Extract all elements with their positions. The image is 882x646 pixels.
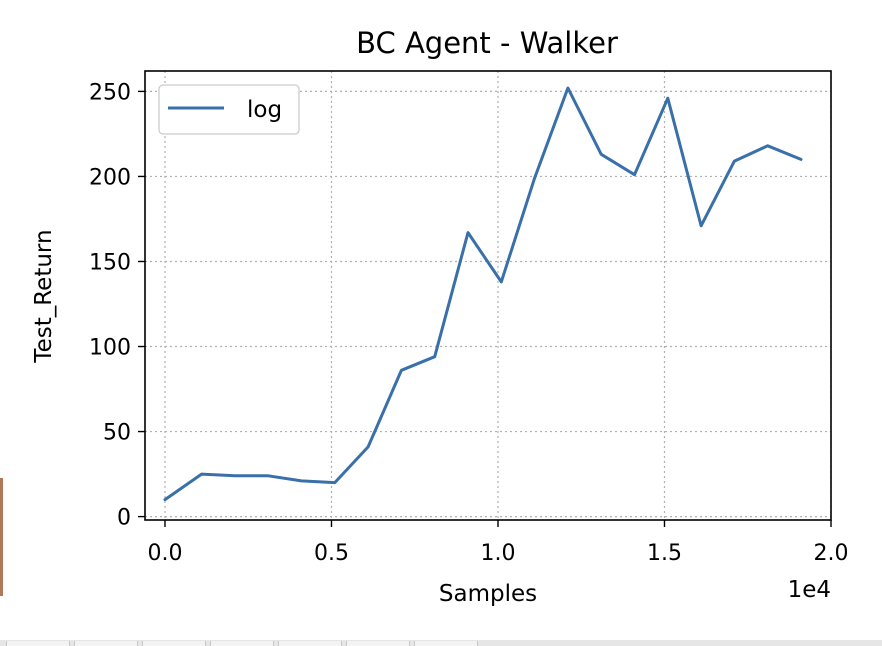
legend-label: log [247,97,282,123]
y-tick-label: 200 [89,165,131,190]
series-line-log [163,86,803,502]
y-tick-label: 250 [89,80,131,105]
left-edge-artifact [0,478,3,596]
x-tick-label: 1.0 [480,541,515,566]
y-tick-label: 0 [117,506,131,531]
y-axis: 0 50 100 150 200 250 [89,80,145,531]
strip-segment [210,641,274,646]
x-tick-label: 0.5 [314,541,349,566]
strip-segment [74,641,138,646]
legend: log [158,84,300,135]
x-offset-label: 1e4 [788,577,831,603]
strip-segment [6,641,70,646]
x-axis: 0.0 0.5 1.0 1.5 2.0 [147,520,849,566]
y-axis-label: Test_Return [31,229,57,363]
x-tick-label: 1.5 [647,541,682,566]
strip-segment [346,641,410,646]
plot-frame [144,70,832,521]
x-tick-label: 0.0 [147,541,182,566]
y-tick-label: 50 [103,421,131,446]
strip-segment [278,641,342,646]
legend-box [158,84,300,135]
y-tick-label: 100 [89,336,131,361]
series-layer [163,86,803,502]
strip-segment [142,641,206,646]
x-axis-label: Samples [439,581,537,607]
chart-title: BC Agent - Walker [356,26,618,60]
y-tick-label: 150 [89,250,131,275]
grid [145,71,832,520]
x-tick-label: 2.0 [814,541,849,566]
strip-segment [414,641,478,646]
